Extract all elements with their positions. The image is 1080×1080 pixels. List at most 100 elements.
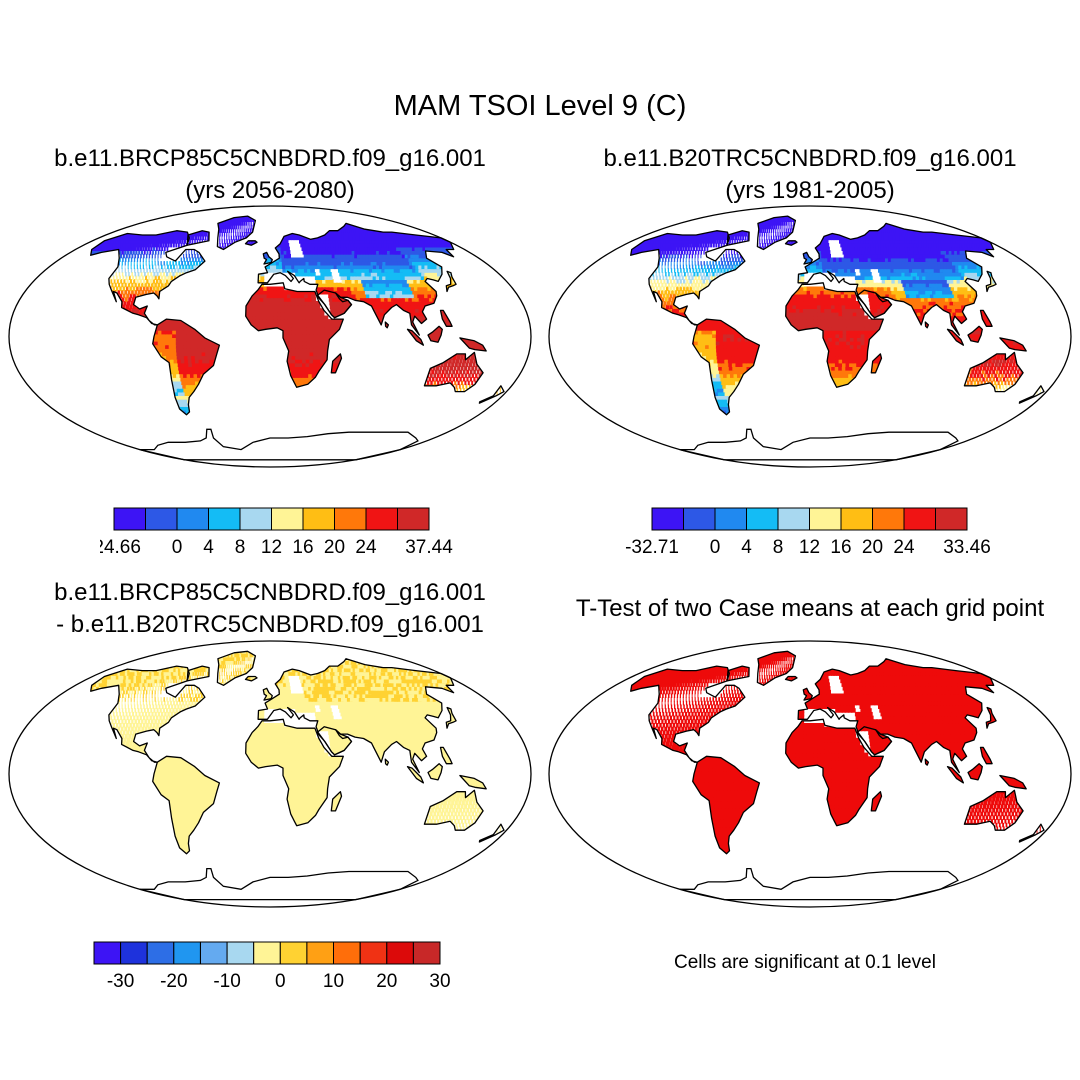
coastline-borneo: [967, 325, 983, 343]
coastline-south-america: [692, 755, 761, 855]
colorbar-swatch: [145, 507, 178, 531]
colorbar-swatch: [840, 507, 873, 531]
coastline-madagascar: [870, 791, 883, 812]
colorbar-swatch: [365, 507, 398, 531]
colorbar-swatch: [176, 507, 209, 531]
colorbar-swatch: [200, 941, 228, 965]
coastline-new-guinea: [999, 337, 1027, 352]
panel-title-case2: b.e11.B20TRC5CNBDRD.f09_g16.001 (yrs 198…: [550, 143, 1070, 207]
colorbar-swatch: [809, 507, 842, 531]
coastline-great-britain: [262, 687, 273, 701]
panel-title-diff: b.e11.BRCP85C5CNBDRD.f09_g16.001 - b.e11…: [10, 577, 530, 641]
map-panel-ttest: [548, 640, 1072, 908]
coastline-baffin: [726, 230, 750, 246]
coastline-philippines: [439, 309, 453, 327]
coastline-baffin: [186, 665, 210, 682]
coastline-arabia: [316, 726, 353, 756]
coastline-greenland: [756, 215, 797, 251]
colorbar-swatch: [359, 941, 388, 965]
coastline-borneo: [427, 325, 443, 343]
coastline-africa: [785, 282, 884, 388]
colorbar-label: 16: [830, 537, 851, 558]
colorbar-label: 0: [710, 537, 721, 558]
coastline-philippines: [979, 746, 993, 765]
colorbar-label: 10: [323, 971, 344, 992]
colorbar-swatch: [271, 507, 304, 531]
map-border: [548, 205, 1072, 468]
figure-title: MAM TSOI Level 9 (C): [0, 90, 1080, 123]
colorbar-label: 4: [203, 537, 214, 558]
coastline-iceland: [784, 240, 798, 246]
colorbar-swatch: [651, 507, 684, 531]
colorbar-diff: -30 -20 -10 0 10 20 30: [93, 941, 451, 992]
colorbar-label: -32.71: [625, 537, 679, 558]
colorbar-swatch: [120, 941, 148, 965]
colorbar-label: 37.44: [405, 537, 453, 558]
coastline-iceland: [784, 675, 798, 682]
map-border: [8, 205, 532, 468]
colorbar-label: 24: [893, 537, 915, 558]
colorbar-label: -10: [213, 971, 240, 992]
coastline-eurasia: [257, 658, 455, 774]
coastline-iceland: [244, 240, 258, 246]
colorbar-swatch: [412, 941, 441, 965]
colorbar-label: 20: [324, 537, 345, 558]
coastline-africa: [245, 718, 344, 827]
colorbar-swatch: [683, 507, 716, 531]
colorbar-swatch: [302, 507, 335, 531]
colorbar-swatch: [253, 941, 281, 965]
coastline-sri-lanka: [924, 758, 930, 766]
coastline-north-america: [630, 665, 746, 763]
coastline-great-britain: [802, 251, 813, 265]
coastline-baffin: [726, 665, 750, 682]
colorbar-swatch: [93, 941, 122, 965]
colorbar-swatch: [872, 507, 905, 531]
colorbar-label: 4: [741, 537, 752, 558]
coastline-great-britain: [262, 251, 273, 265]
coastline-australia: [963, 351, 1024, 393]
colorbar-label: 20: [862, 537, 883, 558]
colorbar-label: -30: [107, 971, 134, 992]
coastline-sumatra: [406, 328, 425, 346]
panel-title-case1-line2: (yrs 2056-2080): [10, 175, 530, 207]
coastline-eurasia: [797, 222, 995, 336]
colorbar-label: 30: [429, 971, 450, 992]
coastline-africa: [245, 282, 344, 388]
panel-title-diff-line1: b.e11.BRCP85C5CNBDRD.f09_g16.001: [10, 577, 530, 609]
colorbar-label: 24: [355, 537, 377, 558]
coastline-japan: [985, 270, 997, 293]
colorbar-swatch: [226, 941, 255, 965]
coastline-philippines: [439, 746, 453, 765]
colorbar-swatch: [113, 507, 146, 531]
coastline-south-america: [152, 318, 221, 416]
coastline-borneo: [967, 763, 983, 781]
coastline-new-zealand: [1018, 823, 1045, 843]
coastline-australia: [423, 789, 484, 831]
coastline-sri-lanka: [924, 321, 930, 329]
coastline-arabia: [856, 726, 893, 756]
coastline-sumatra: [406, 765, 425, 784]
coastline-japan: [445, 706, 457, 729]
colorbar-swatch: [173, 941, 201, 965]
colorbar-swatch: [397, 507, 430, 531]
colorbar-label: 33.46: [943, 537, 991, 558]
coastline-greenland: [216, 215, 257, 251]
colorbar-swatch: [208, 507, 241, 531]
map-border: [548, 640, 1072, 908]
colorbar-swatch: [714, 507, 747, 531]
colorbar-label: 0: [172, 537, 183, 558]
panel-title-case1-line1: b.e11.BRCP85C5CNBDRD.f09_g16.001: [10, 143, 530, 175]
colorbar-swatch: [306, 941, 334, 965]
coastline-north-america: [90, 230, 206, 326]
panel-title-ttest: T-Test of two Case means at each grid po…: [545, 593, 1075, 625]
colorbar-label: 0: [275, 971, 286, 992]
map-panel-diff: [8, 640, 532, 908]
colorbar-label: 12: [799, 537, 820, 558]
colorbar-swatch: [746, 507, 779, 531]
colorbar-case1: -24.66 048 12 16 20 24 37.44: [100, 507, 453, 558]
panel-title-case1: b.e11.BRCP85C5CNBDRD.f09_g16.001 (yrs 20…: [10, 143, 530, 207]
coastline-antarctica: [679, 428, 959, 461]
coastline-australia: [963, 789, 1024, 831]
colorbar-swatch: [239, 507, 272, 531]
coastline-new-zealand: [478, 823, 505, 843]
